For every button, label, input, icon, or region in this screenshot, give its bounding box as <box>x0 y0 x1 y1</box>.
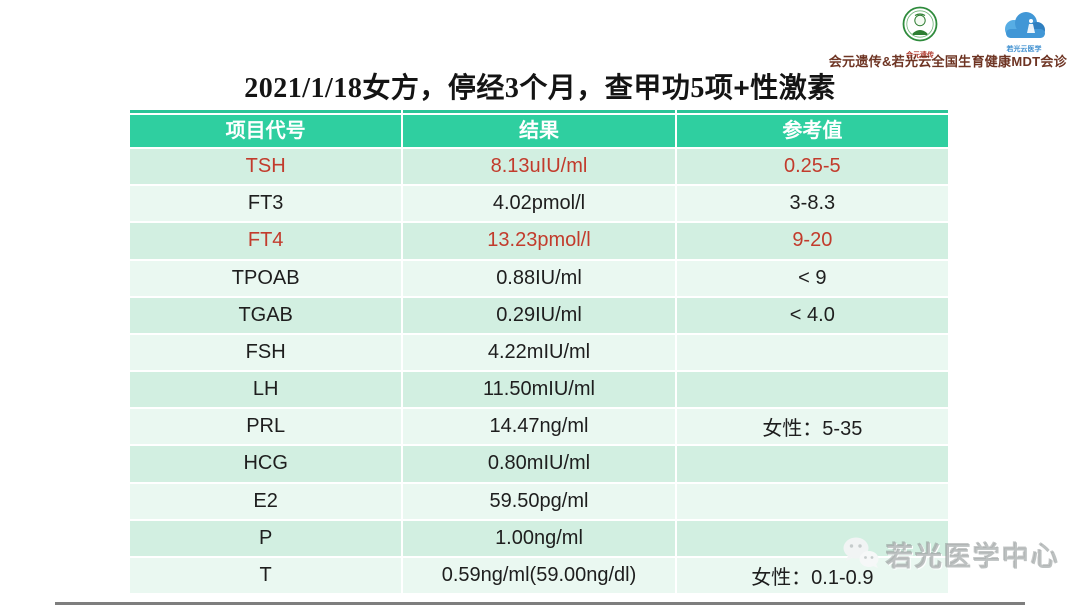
table-cell-prl-code: PRL <box>130 409 402 445</box>
table-cell-ft4-code: FT4 <box>130 223 402 259</box>
table-cell-tsh-code: TSH <box>130 149 402 185</box>
table-cell-fsh-result: 4.22mIU/ml <box>403 334 675 370</box>
table-cell-hcg-result: 0.80mIU/ml <box>403 446 675 482</box>
table-cell-p-result: 1.00ng/ml <box>403 520 675 556</box>
footer-divider-line <box>55 602 1025 605</box>
table-cell-lh-ref <box>676 372 948 408</box>
table-cell-t-code: T <box>130 557 402 593</box>
table-cell-fsh-ref <box>676 334 948 370</box>
watermark-text: 若光医学中心 <box>886 541 1060 572</box>
table-cell-tgab-code: TGAB <box>130 297 402 333</box>
column-header-item-code: 项目代号 <box>130 110 402 147</box>
table-cell-tsh-result: 8.13uIU/ml <box>403 149 675 185</box>
table-cell-p-code: P <box>130 520 402 556</box>
table-cell-e2-code: E2 <box>130 483 402 519</box>
table-cell-hcg-ref <box>676 446 948 482</box>
table-cell-lh-result: 11.50mIU/ml <box>403 372 675 408</box>
genetics-logo: 会元遗传 <box>896 5 944 59</box>
lab-table: 项目代号 结果 参考值 TSH 8.13uIU/ml 0.25-5 FT3 4.02pm… <box>130 110 948 593</box>
cloud-logo-label: 若光云医学 <box>1006 46 1042 53</box>
table-cell-ft4-ref: 9-20 <box>676 223 948 259</box>
table-cell-e2-ref <box>676 483 948 519</box>
table-cell-lh-code: LH <box>130 372 402 408</box>
table-cell-ft3-ref: 3-8.3 <box>676 186 948 222</box>
table-cell-ft3-result: 4.02pmol/l <box>403 186 675 222</box>
table-cell-prl-result: 14.47ng/ml <box>403 409 675 445</box>
cloud-logo-icon <box>1005 12 1045 38</box>
column-header-result: 结果 <box>403 110 675 147</box>
table-cell-hcg-code: HCG <box>130 446 402 482</box>
watermark: 若光医学中心 <box>840 533 1060 575</box>
table-cell-e2-result: 59.50pg/ml <box>403 483 675 519</box>
table-cell-tpoab-ref: < 9 <box>676 260 948 296</box>
table-cell-tgab-ref: < 4.0 <box>676 297 948 333</box>
table-cell-fsh-code: FSH <box>130 334 402 370</box>
mdt-caption: 会元遗传&若光云全国生育健康MDT会诊 <box>828 54 1067 69</box>
table-cell-tpoab-result: 0.88IU/ml <box>403 260 675 296</box>
table-cell-ft3-code: FT3 <box>130 186 402 222</box>
slide-title: 2021/1/18女方，停经3个月，查甲功5项+性激素 <box>244 72 836 104</box>
table-cell-ft4-result: 13.23pmol/l <box>403 223 675 259</box>
table-cell-t-result: 0.59ng/ml(59.00ng/dl) <box>403 557 675 593</box>
table-cell-tpoab-code: TPOAB <box>130 260 402 296</box>
table-cell-tgab-result: 0.29IU/ml <box>403 297 675 333</box>
wechat-icon <box>843 537 879 568</box>
column-header-reference: 参考值 <box>676 110 948 147</box>
table-cell-prl-ref: 女性：5-35 <box>676 409 948 445</box>
genetics-logo-label: 会元遗传 <box>906 52 934 59</box>
genetics-logo-icon <box>902 6 938 42</box>
table-cell-tsh-ref: 0.25-5 <box>676 149 948 185</box>
table-cell-t-ref: 女性：0.1-0.9 <box>676 557 948 593</box>
cloud-logo: 若光云医学 <box>998 11 1050 53</box>
table-cell-p-ref <box>676 520 948 556</box>
title-date: 2021/1/18 <box>244 73 363 104</box>
